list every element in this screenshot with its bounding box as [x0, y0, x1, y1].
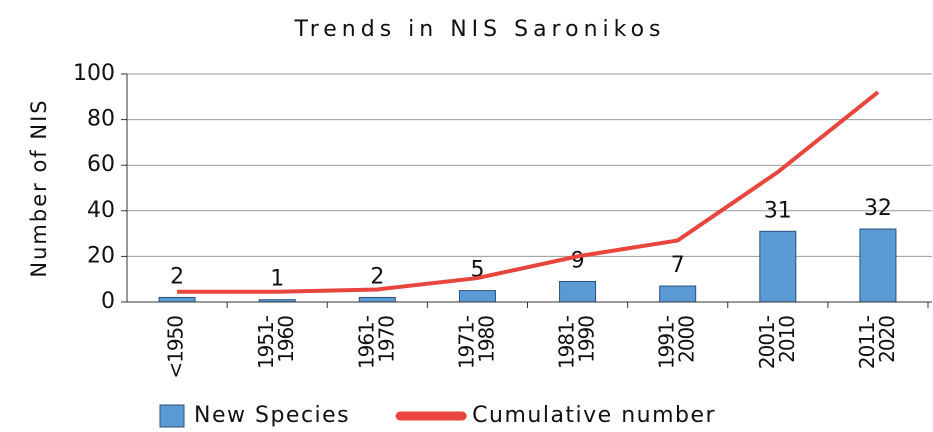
bar: [759, 230, 797, 303]
y-tick-label: 60: [87, 152, 115, 177]
legend-swatch: [159, 404, 185, 428]
x-tick-label-line: 1960: [274, 316, 298, 363]
data-label: 31: [764, 198, 792, 223]
x-tick-label: 2011-2020: [854, 315, 898, 369]
x-tick-label-line: 2011-: [854, 315, 878, 369]
data-label: 1: [270, 267, 284, 292]
data-label: 7: [671, 253, 685, 278]
y-axis-label: Number of NIS: [27, 98, 51, 277]
x-tick-label: 1971-1980: [454, 315, 498, 369]
x-tick-label-line: 1951-: [254, 315, 278, 369]
y-tick-label: 80: [87, 107, 115, 132]
line: [177, 90, 880, 294]
x-tick-label-line: 1981-: [554, 315, 578, 369]
x-tick-label-line: 2010: [774, 316, 798, 363]
data-label: 9: [571, 248, 585, 273]
y-tick-label: 40: [87, 198, 115, 223]
x-tick-label-line: 1991-: [654, 315, 678, 369]
x-tick-label-line: 1990: [574, 316, 598, 363]
bar: [859, 228, 897, 303]
y-tick-label: 20: [87, 243, 115, 268]
bar: [158, 296, 196, 303]
x-tick-label-line: 1980: [474, 316, 498, 363]
data-label: 2: [170, 264, 184, 289]
x-tick-label: 2001-2010: [754, 315, 798, 369]
legend-label: New Species: [194, 403, 350, 428]
x-tick-label-line: 1961-: [354, 315, 378, 369]
x-tick-label: 1981-1990: [554, 315, 598, 369]
data-label: 2: [370, 264, 384, 289]
bar: [559, 280, 597, 303]
chart-title: Trends in NIS Saronikos: [293, 17, 665, 42]
x-tick-label: 1991-2000: [654, 315, 698, 369]
data-label: 32: [864, 196, 892, 221]
x-tick-label: 1951-1960: [254, 315, 298, 369]
x-tick-label: 1961-1970: [354, 315, 398, 369]
bar: [358, 296, 396, 303]
y-tick-label: 100: [73, 61, 115, 86]
bar: [659, 285, 697, 303]
bar: [458, 290, 496, 303]
x-tick-label-line: 2020: [874, 316, 898, 363]
x-tick-label-line: 1971-: [454, 315, 478, 369]
legend-label: Cumulative number: [472, 403, 716, 428]
x-tick-label-line: 2001-: [754, 315, 778, 369]
x-tick-label-line: 1970: [374, 316, 398, 363]
x-tick-label: <1950: [164, 316, 188, 379]
x-tick-label-line: 2000: [674, 316, 698, 363]
y-tick-label: 0: [101, 289, 115, 314]
